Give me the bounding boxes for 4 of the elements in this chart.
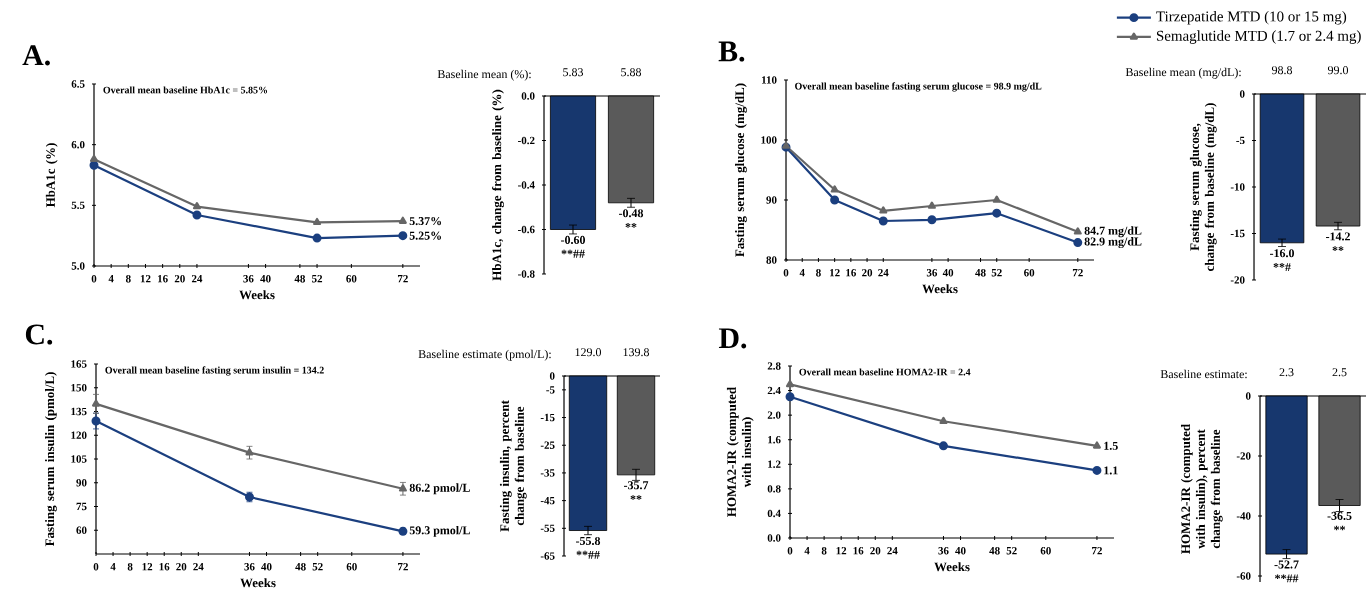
chart-title: A. <box>22 45 50 66</box>
chart-title: D. <box>718 328 747 349</box>
chart-title: C. <box>25 324 53 345</box>
chart-title: B. <box>718 41 745 62</box>
